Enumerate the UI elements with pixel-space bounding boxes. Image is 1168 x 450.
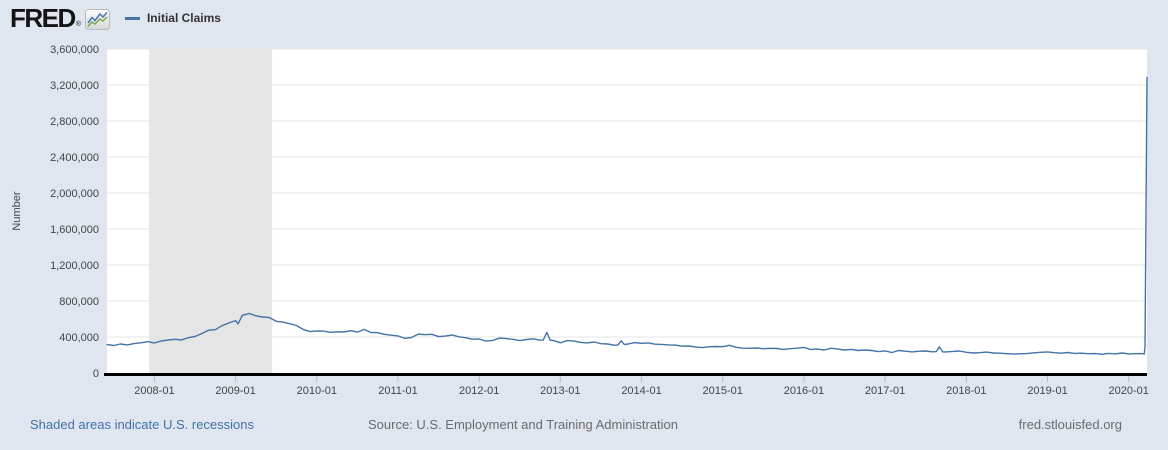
x-tick-label: 2016-01 bbox=[784, 385, 824, 397]
x-tick-label: 2008-01 bbox=[134, 385, 174, 397]
y-tick-label: 3,600,000 bbox=[50, 44, 99, 56]
y-tick-label: 3,200,000 bbox=[50, 80, 99, 92]
source-attribution: Source: U.S. Employment and Training Adm… bbox=[368, 417, 678, 432]
legend-line-swatch bbox=[124, 16, 140, 20]
y-axis-title: Number bbox=[11, 191, 23, 230]
legend-series-label: Initial Claims bbox=[146, 11, 221, 25]
x-tick-label: 2019-01 bbox=[1027, 385, 1067, 397]
x-tick-label: 2020-01 bbox=[1109, 385, 1149, 397]
x-tick-label: 2018-01 bbox=[946, 385, 986, 397]
y-tick-label: 1,600,000 bbox=[50, 224, 99, 236]
y-tick-label: 800,000 bbox=[59, 296, 99, 308]
x-tick-label: 2013-01 bbox=[540, 385, 580, 397]
chart-legend: Initial Claims bbox=[124, 11, 221, 25]
y-tick-label: 0 bbox=[93, 368, 99, 380]
plot-background bbox=[107, 49, 1147, 373]
fred-logo-text: FRED bbox=[10, 3, 76, 33]
initial-claims-line bbox=[106, 76, 1148, 355]
x-tick-label: 2014-01 bbox=[621, 385, 661, 397]
recession-band bbox=[149, 49, 273, 373]
x-tick-label: 2015-01 bbox=[703, 385, 743, 397]
registered-trademark: ® bbox=[75, 21, 81, 28]
y-tick-label: 1,200,000 bbox=[50, 260, 99, 272]
y-tick-label: 400,000 bbox=[59, 332, 99, 344]
fred-sparkline-icon bbox=[84, 9, 110, 30]
y-tick-label: 2,000,000 bbox=[50, 188, 99, 200]
recession-note-link[interactable]: Shaded areas indicate U.S. recessions bbox=[30, 417, 255, 432]
x-tick-label: 2012-01 bbox=[459, 385, 499, 397]
x-tick-label: 2009-01 bbox=[215, 385, 255, 397]
y-tick-label: 2,400,000 bbox=[50, 152, 99, 164]
x-tick-label: 2010-01 bbox=[297, 385, 337, 397]
x-tick-label: 2011-01 bbox=[378, 385, 418, 397]
x-tick-label: 2017-01 bbox=[865, 385, 905, 397]
chart-header: FRED ® Initial Claims bbox=[10, 3, 221, 33]
fred-logo[interactable]: FRED ® bbox=[10, 3, 110, 33]
fred-site-link[interactable]: fred.stlouisfed.org bbox=[1018, 417, 1122, 432]
y-tick-label: 2,800,000 bbox=[50, 116, 99, 128]
